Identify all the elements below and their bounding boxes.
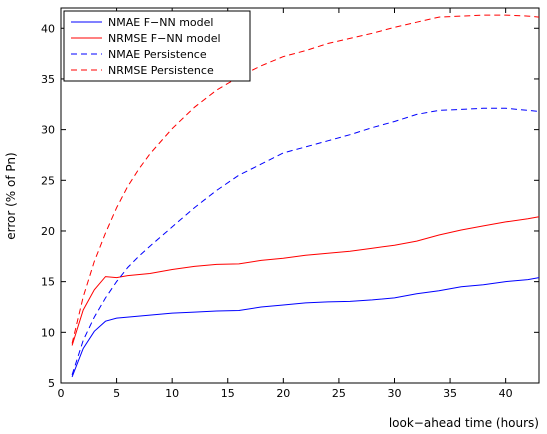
y-tick-label: 35 (41, 73, 55, 86)
x-tick-label: 5 (113, 387, 120, 400)
legend-entry-1: NRMSE F−NN model (108, 32, 221, 45)
y-tick-label: 5 (48, 377, 55, 390)
legend-box (63, 10, 251, 82)
legend-entry-0: NMAE F−NN model (108, 16, 213, 29)
series-line-0 (71, 277, 540, 378)
y-axis-label: error (% of Pn) (4, 152, 18, 239)
x-tick-label: 20 (276, 387, 290, 400)
series-line-1 (71, 216, 540, 346)
x-tick-label: 40 (499, 387, 513, 400)
y-tick-label: 20 (41, 225, 55, 238)
x-tick-label: 15 (221, 387, 235, 400)
series-line-2 (71, 107, 540, 376)
y-tick-label: 40 (41, 22, 55, 35)
y-tick-label: 30 (41, 124, 55, 137)
x-tick-label: 35 (443, 387, 457, 400)
y-tick-label: 10 (41, 326, 55, 339)
series-line-3 (71, 14, 540, 344)
x-axis-label: look−ahead time (hours) (389, 416, 539, 430)
legend-entry-3: NRMSE Persistence (108, 64, 214, 77)
y-tick-label: 25 (41, 174, 55, 187)
x-tick-label: 25 (332, 387, 346, 400)
legend: NMAE F−NN model NRMSE F−NN model NMAE Pers… (63, 10, 251, 82)
series-layer (71, 14, 540, 378)
y-tick-label: 15 (41, 276, 55, 289)
legend-entry-2: NMAE Persistence (108, 48, 207, 61)
x-tick-label: 10 (165, 387, 179, 400)
x-tick-label: 0 (58, 387, 65, 400)
x-tick-label: 30 (387, 387, 401, 400)
